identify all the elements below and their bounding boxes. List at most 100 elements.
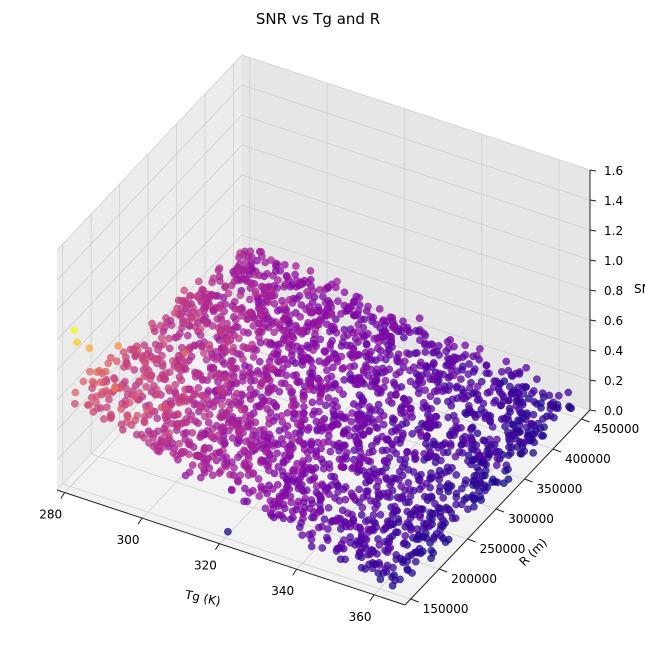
scatter-point xyxy=(370,334,379,343)
scatter-point xyxy=(289,371,298,380)
scatter-point xyxy=(221,283,229,292)
scatter-point xyxy=(180,286,188,295)
scatter-point xyxy=(458,434,467,443)
scatter-point xyxy=(244,471,253,479)
scatter-point xyxy=(202,355,211,364)
scatter-point xyxy=(301,494,310,503)
scatter-point xyxy=(398,431,407,440)
scatter-point xyxy=(528,389,536,398)
y-tick-label: 300000 xyxy=(508,512,554,526)
scatter-point xyxy=(220,374,229,382)
scatter-point xyxy=(209,402,218,411)
scatter-point xyxy=(387,427,396,436)
x-tick xyxy=(369,594,375,602)
scatter-point xyxy=(336,555,345,564)
scatter-point xyxy=(335,446,343,455)
scatter-point xyxy=(255,357,264,366)
scatter-point xyxy=(309,335,318,344)
scatter-point xyxy=(378,446,387,455)
scatter-point xyxy=(222,381,231,389)
scatter-point xyxy=(496,401,505,410)
z-axis-label: SN xyxy=(634,282,645,296)
y-tick-label: 450000 xyxy=(593,422,639,436)
scatter-point xyxy=(349,492,358,501)
scatter-point xyxy=(402,498,410,507)
x-tick xyxy=(292,568,298,576)
scatter-point xyxy=(414,389,423,398)
scatter-point xyxy=(288,435,297,444)
scatter-point xyxy=(287,402,296,410)
scatter-point xyxy=(364,525,373,534)
scatter-point xyxy=(89,408,98,416)
z-gridline xyxy=(56,84,243,281)
scatter-point xyxy=(355,485,363,494)
scatter-point xyxy=(485,388,494,396)
scatter-point xyxy=(346,376,355,384)
z-tick-label: 0.4 xyxy=(604,344,623,358)
scatter-point xyxy=(216,277,224,285)
scatter-point xyxy=(303,448,312,457)
scatter-point xyxy=(359,366,368,374)
scatter-point xyxy=(256,311,265,320)
z-tick-label: 1.0 xyxy=(604,254,623,268)
scatter-point xyxy=(337,310,345,318)
scatter-point xyxy=(388,446,397,454)
scatter-point xyxy=(442,347,450,356)
z-tick xyxy=(589,259,597,262)
scatter-point xyxy=(212,355,220,364)
scatter-point xyxy=(452,471,461,479)
scatter-point xyxy=(304,426,312,434)
z-tick-label: 1.4 xyxy=(604,194,623,208)
scatter-point xyxy=(433,397,441,405)
x-tick xyxy=(137,517,143,525)
scatter-point xyxy=(284,343,293,352)
scatter-point xyxy=(406,377,415,386)
scatter-point xyxy=(330,440,338,449)
scatter-point xyxy=(263,446,271,455)
z-tick-label: 1.6 xyxy=(604,164,623,178)
scatter-point xyxy=(375,305,384,313)
z-gridline xyxy=(241,54,591,171)
scatter-point xyxy=(490,398,498,407)
y-axis-line xyxy=(404,409,591,606)
scatter-point xyxy=(216,327,225,336)
scatter-point xyxy=(196,473,205,482)
scatter-point xyxy=(505,382,514,391)
scatter-point xyxy=(505,435,513,443)
tick-labels: 280 300 320 340 360 150000 200000 250000 300000 3… xyxy=(39,164,639,624)
scatter-point xyxy=(443,337,452,346)
chart-title: SNR vs Tg and R xyxy=(256,10,380,28)
scatter-point xyxy=(86,367,94,376)
scatter-point xyxy=(357,563,366,572)
z-tick-label: 0.0 xyxy=(604,404,623,418)
x-axis-line xyxy=(56,489,406,606)
scatter-point xyxy=(473,396,482,404)
scatter-point xyxy=(399,539,408,548)
scatter-point xyxy=(441,538,450,547)
y-tick xyxy=(495,508,505,513)
scatter-point xyxy=(264,386,273,394)
z-gridline xyxy=(56,174,243,371)
scatter-point xyxy=(353,468,362,476)
scatter-point xyxy=(429,437,438,446)
scatter-point xyxy=(177,376,186,385)
scatter-point xyxy=(236,291,245,300)
scatter-point xyxy=(151,391,160,399)
scatter-point xyxy=(522,423,531,432)
scatter-point xyxy=(119,348,128,356)
scatter-point xyxy=(426,392,435,401)
scatter-point xyxy=(353,328,361,336)
scatter-point xyxy=(79,377,88,386)
scatter-point xyxy=(242,343,250,352)
scatter-point xyxy=(340,376,349,384)
scatter-point xyxy=(238,377,247,385)
scatter-point xyxy=(367,405,375,414)
scatter-point xyxy=(328,400,337,409)
scatter-point xyxy=(265,419,273,428)
scatter-point xyxy=(273,480,282,489)
scatter-point xyxy=(403,349,411,357)
y-tick xyxy=(524,478,533,483)
scatter-point xyxy=(283,408,292,417)
scatter-point xyxy=(189,303,197,312)
scatter-point xyxy=(349,311,358,319)
